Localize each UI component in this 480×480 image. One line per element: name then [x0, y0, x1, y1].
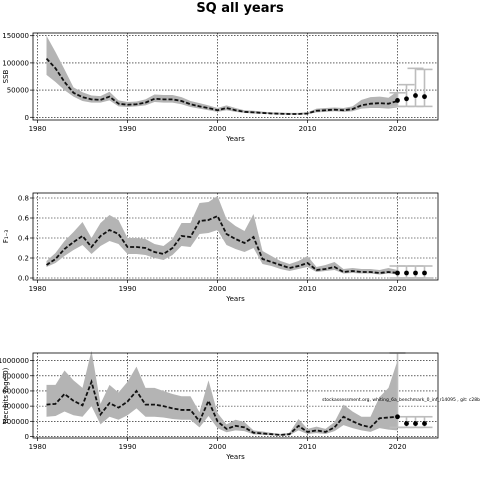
forecast-point	[395, 98, 400, 103]
x-tick-label: 2010	[299, 443, 317, 451]
panel-3: 1980 1990 2000 2010 2020 0 200000 400000 600000 8…	[0, 350, 439, 461]
y-tick-label: 0.0	[18, 275, 29, 283]
forecast-point	[413, 93, 418, 98]
forecast-point	[422, 94, 427, 100]
forecast-point	[422, 270, 427, 276]
x-tick-label: 2000	[209, 125, 227, 133]
y-tick-label: 200000	[2, 418, 29, 426]
x-tick-label: 1990	[119, 125, 137, 133]
y-tick-label: 800000	[2, 372, 29, 380]
y-tick-label: 1000000	[0, 357, 29, 365]
panel-2: 1980 1990 2000 2010 2020 0.0 0.2 0.4 0.6 0.8 Years…	[2, 192, 439, 303]
y-tick-label: 0.2	[18, 255, 29, 263]
panels: 1980 1990 2000 2010 2020 0 50000 100000 150000 Ye…	[0, 32, 480, 461]
confidence-band	[46, 350, 398, 436]
confidence-band	[46, 196, 398, 275]
x-tick-label: 2000	[209, 443, 227, 451]
x-tick-label: 2020	[389, 443, 407, 451]
y-tick-label: 0.6	[18, 215, 30, 223]
y-tick-label: 0	[25, 433, 29, 441]
forecast-point	[395, 270, 400, 276]
panel-1: 1980 1990 2000 2010 2020 0 50000 100000 150000 Ye…	[2, 32, 439, 143]
x-tick-label: 1980	[29, 125, 47, 133]
x-tick-label: 2000	[209, 285, 227, 293]
forecast-point	[404, 270, 409, 276]
x-axis-label: Years	[225, 135, 245, 143]
forecast-point	[413, 421, 418, 426]
y-tick-label: 50000	[7, 87, 29, 95]
x-tick-label: 2010	[299, 125, 317, 133]
axes-frame	[32, 192, 439, 281]
y-axis-label: Recruits (age 0)	[2, 367, 10, 423]
x-tick-label: 1980	[29, 443, 47, 451]
x-tick-label: 1990	[119, 443, 137, 451]
y-axis-label: F₁₋₃	[2, 230, 10, 244]
y-tick-label: 0.4	[18, 235, 30, 243]
x-tick-label: 1980	[29, 285, 47, 293]
figure-title: SQ all years	[196, 1, 284, 16]
y-tick-label: 100000	[2, 59, 29, 67]
annotation-text: stockassessment.org, whiting_6a_benchmar…	[322, 397, 480, 403]
forecast-point	[404, 96, 409, 102]
x-axis-label: Years	[225, 295, 245, 303]
x-tick-label: 2010	[299, 285, 317, 293]
forecast-point	[395, 414, 400, 420]
estimate-line	[45, 57, 398, 115]
y-tick-label: 0.8	[18, 195, 29, 203]
y-tick-label: 0	[25, 114, 29, 122]
y-tick-label: 600000	[2, 387, 29, 395]
y-tick-label: 150000	[2, 32, 29, 40]
x-tick-label: 2020	[389, 285, 407, 293]
x-tick-label: 1990	[119, 285, 137, 293]
y-tick-label: 400000	[2, 403, 29, 411]
y-axis-label: SSB	[2, 69, 10, 83]
axes-frame	[32, 32, 439, 121]
forecast-point	[404, 421, 409, 426]
estimate-line	[46, 214, 398, 274]
forecast-point	[422, 421, 427, 426]
axes-frame	[32, 352, 439, 439]
estimate-line	[46, 378, 398, 436]
x-axis-label: Years	[225, 453, 245, 461]
forecast-point	[413, 270, 418, 276]
x-tick-label: 2020	[389, 125, 407, 133]
confidence-band	[46, 35, 398, 115]
